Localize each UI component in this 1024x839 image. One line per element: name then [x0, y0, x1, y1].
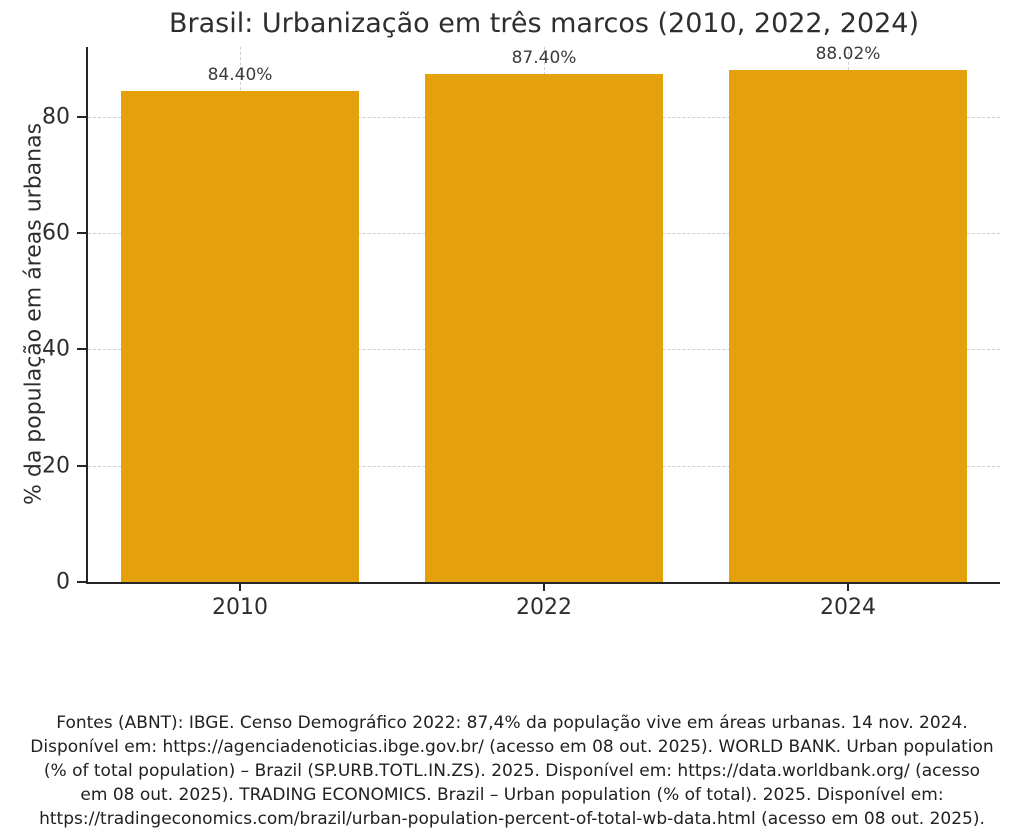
chart-title: Brasil: Urbanização em três marcos (2010…: [168, 8, 920, 39]
y-tick-label: 40: [42, 336, 70, 362]
y-axis-label: % da população em áreas urbanas: [21, 122, 47, 506]
x-tick-label: 2024: [820, 595, 876, 620]
citation-line: https://tradingeconomics.com/brazil/urba…: [39, 809, 985, 829]
bar-2010: [121, 91, 359, 582]
y-tick-label: 0: [56, 569, 70, 595]
x-tick-mark: [847, 582, 849, 591]
x-tick-label: 2022: [516, 595, 572, 620]
y-tick-mark: [77, 348, 86, 351]
y-tick-mark: [77, 232, 86, 235]
citation-line: (% of total population) – Brazil (SP.URB…: [43, 761, 981, 781]
bar-value-label: 84.40%: [207, 65, 273, 86]
x-tick-label: 2010: [212, 595, 268, 620]
y-tick-mark: [77, 115, 86, 118]
bar-2022: [425, 73, 663, 582]
source-citation: Fontes (ABNT): IBGE. Censo Demográfico 2…: [0, 711, 1024, 831]
bar-value-label: 88.02%: [815, 44, 881, 65]
y-tick-label: 80: [42, 104, 70, 130]
citation-line: em 08 out. 2025). TRADING ECONOMICS. Bra…: [80, 785, 944, 805]
bar-value-label: 87.40%: [511, 47, 577, 68]
bar-2024: [729, 70, 967, 582]
plot-area: 0 20 40 60 80 84.40% 2010 87.40% 2022 88.02% 2024: [42, 44, 1000, 620]
x-tick-mark: [239, 582, 241, 591]
x-tick-mark: [543, 582, 545, 591]
y-tick-mark: [77, 581, 86, 583]
citation-line: Fontes (ABNT): IBGE. Censo Demográfico 2…: [56, 713, 968, 733]
y-tick-label: 20: [42, 453, 70, 479]
y-tick-mark: [77, 464, 86, 467]
y-tick-label: 60: [42, 220, 70, 246]
citation-line: Disponível em: https://agenciadenoticias…: [30, 737, 994, 757]
